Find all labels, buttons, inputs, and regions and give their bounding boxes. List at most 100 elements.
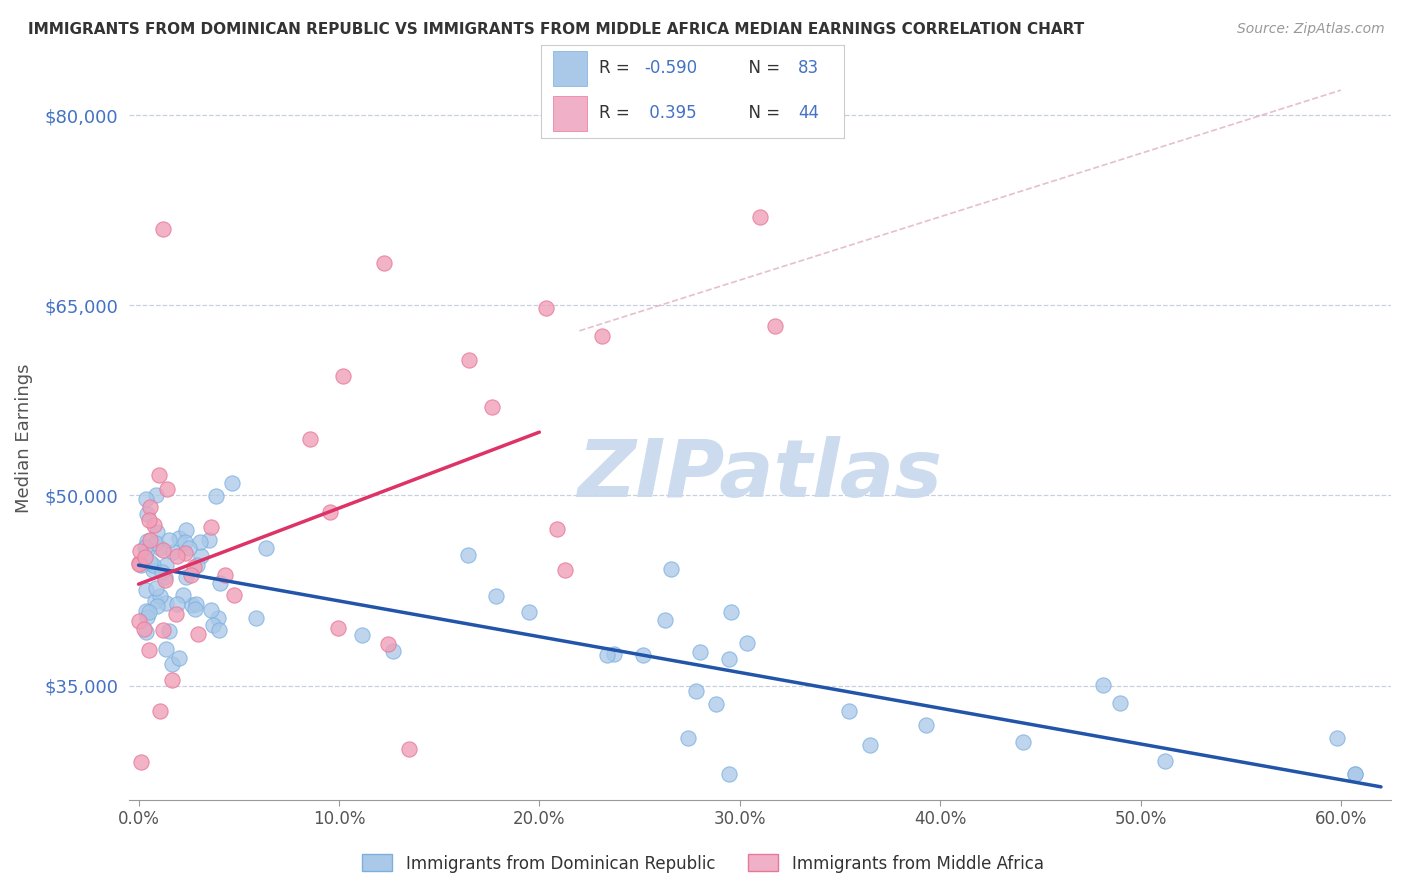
Point <box>180 598 202 612</box>
Bar <box>554 96 586 131</box>
Point <box>546 522 568 536</box>
Point <box>457 548 479 562</box>
Point <box>859 738 882 752</box>
Point <box>205 490 228 504</box>
Point <box>172 588 194 602</box>
Y-axis label: Median Earnings: Median Earnings <box>15 364 32 513</box>
Point <box>685 684 707 698</box>
Point <box>838 704 860 718</box>
Point <box>135 604 157 618</box>
Point <box>136 507 159 521</box>
Point <box>592 329 614 343</box>
Point <box>155 642 177 657</box>
Point <box>676 731 699 745</box>
Point <box>128 556 150 570</box>
Point <box>169 531 191 545</box>
Point <box>157 533 180 547</box>
Point <box>654 613 676 627</box>
Point <box>135 545 157 559</box>
Point <box>155 482 177 496</box>
Point <box>915 718 938 732</box>
Text: Source: ZipAtlas.com: Source: ZipAtlas.com <box>1237 22 1385 37</box>
Point <box>146 599 169 614</box>
Point <box>143 594 166 608</box>
Point <box>135 533 157 548</box>
Point <box>536 301 558 315</box>
Point <box>159 624 181 638</box>
Point <box>319 505 342 519</box>
Point <box>134 492 156 507</box>
Text: R =: R = <box>599 60 634 78</box>
Point <box>717 651 740 665</box>
Point <box>208 576 231 591</box>
Point <box>200 603 222 617</box>
Point <box>748 210 770 224</box>
Point <box>139 500 162 515</box>
Text: 44: 44 <box>799 104 820 122</box>
Point <box>377 637 399 651</box>
Point <box>659 562 682 576</box>
Point <box>155 596 177 610</box>
Point <box>765 319 787 334</box>
Point <box>184 597 207 611</box>
Point <box>208 623 231 637</box>
Point <box>1344 767 1367 781</box>
Point <box>166 597 188 611</box>
Bar <box>554 51 586 86</box>
Point <box>149 541 172 555</box>
Point <box>129 755 152 769</box>
Point <box>148 468 170 483</box>
Point <box>166 549 188 563</box>
Point <box>134 549 156 564</box>
Point <box>138 555 160 569</box>
Point <box>221 475 243 490</box>
Point <box>1326 731 1348 745</box>
Point <box>214 567 236 582</box>
Point <box>328 621 350 635</box>
Point <box>134 540 156 554</box>
Text: IMMIGRANTS FROM DOMINICAN REPUBLIC VS IMMIGRANTS FROM MIDDLE AFRICA MEDIAN EARNI: IMMIGRANTS FROM DOMINICAN REPUBLIC VS IM… <box>28 22 1084 37</box>
Point <box>167 651 190 665</box>
Point <box>142 558 165 573</box>
Point <box>481 400 503 414</box>
Point <box>183 601 205 615</box>
Point <box>1092 678 1115 692</box>
Point <box>188 534 211 549</box>
Point <box>704 697 727 711</box>
Point <box>485 589 508 603</box>
Point <box>1109 696 1132 710</box>
Point <box>138 533 160 548</box>
Point <box>153 573 176 587</box>
Point <box>298 432 321 446</box>
Point <box>145 536 167 550</box>
Point <box>517 605 540 619</box>
Point <box>152 542 174 557</box>
Point <box>717 767 740 781</box>
Point <box>128 614 150 628</box>
Point <box>155 558 177 573</box>
Point <box>633 648 655 662</box>
Point <box>1012 735 1035 749</box>
Point <box>149 589 172 603</box>
Point <box>207 611 229 625</box>
Text: N =: N = <box>738 104 785 122</box>
Point <box>245 610 267 624</box>
Point <box>160 657 183 671</box>
Point <box>596 648 619 662</box>
Point <box>458 352 481 367</box>
Point <box>152 222 174 236</box>
Point <box>187 626 209 640</box>
Text: 83: 83 <box>799 60 820 78</box>
Point <box>398 742 420 756</box>
Text: N =: N = <box>738 60 785 78</box>
Point <box>224 589 246 603</box>
Point <box>129 543 152 558</box>
Point <box>138 513 160 527</box>
Point <box>132 622 155 636</box>
Text: R =: R = <box>599 104 634 122</box>
Legend: Immigrants from Dominican Republic, Immigrants from Middle Africa: Immigrants from Dominican Republic, Immi… <box>356 847 1050 880</box>
Point <box>173 546 195 560</box>
Point <box>180 568 202 582</box>
Point <box>603 647 626 661</box>
Point <box>720 605 742 619</box>
